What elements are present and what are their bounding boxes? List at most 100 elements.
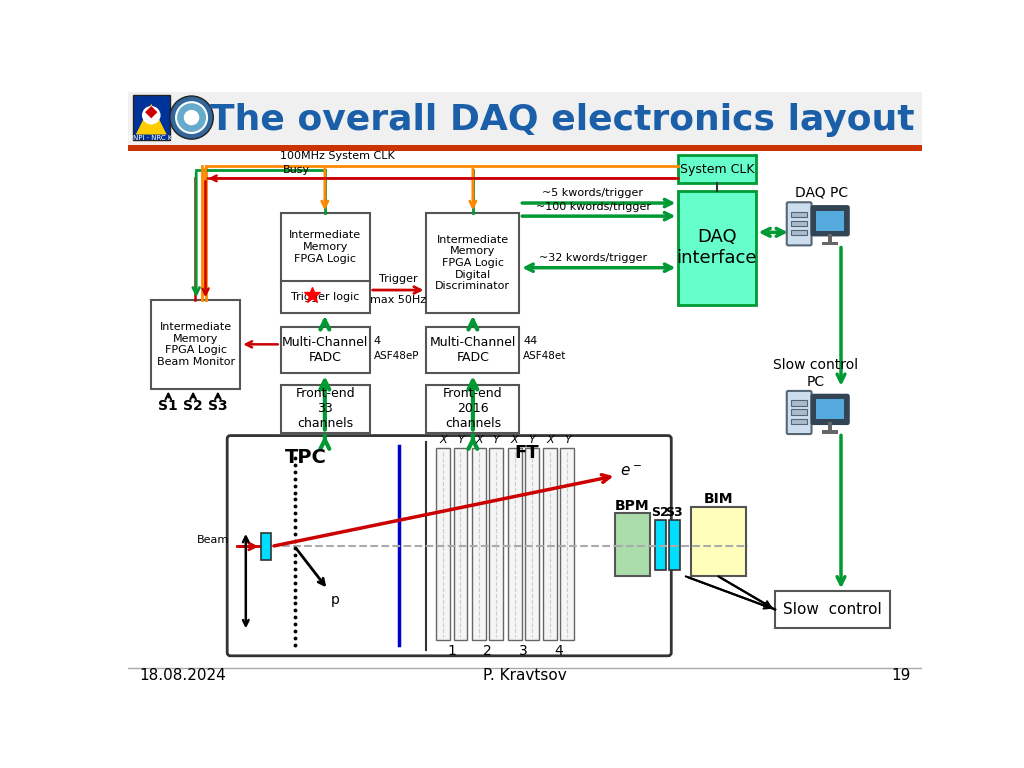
- Text: FT: FT: [515, 444, 540, 462]
- Text: Trigger logic: Trigger logic: [291, 292, 359, 302]
- Text: S1: S1: [159, 399, 178, 413]
- Text: Y: Y: [457, 435, 464, 445]
- Text: 19: 19: [891, 668, 910, 684]
- Bar: [792, 230, 807, 235]
- Text: ~100 kwords/trigger: ~100 kwords/trigger: [536, 201, 650, 211]
- Bar: [792, 211, 807, 217]
- FancyBboxPatch shape: [812, 206, 849, 235]
- FancyBboxPatch shape: [775, 591, 890, 628]
- Text: Front-end
33
channels: Front-end 33 channels: [296, 387, 355, 430]
- Text: S3: S3: [208, 399, 227, 413]
- Bar: [792, 419, 807, 424]
- Bar: [792, 400, 807, 406]
- Text: S2: S2: [651, 506, 670, 519]
- Text: X: X: [547, 435, 554, 445]
- Text: Intermediate
Memory
FPGA Logic
Beam Monitor: Intermediate Memory FPGA Logic Beam Moni…: [157, 322, 234, 367]
- Text: Slow control
PC: Slow control PC: [773, 359, 858, 389]
- FancyBboxPatch shape: [544, 448, 557, 641]
- Circle shape: [183, 110, 200, 125]
- Text: 4: 4: [374, 336, 381, 346]
- Text: The overall DAQ electronics layout: The overall DAQ electronics layout: [210, 103, 914, 137]
- Bar: [816, 210, 844, 230]
- FancyBboxPatch shape: [472, 448, 486, 641]
- Text: Intermediate
Memory
FPGA Logic: Intermediate Memory FPGA Logic: [289, 230, 361, 263]
- Text: BIM: BIM: [703, 492, 733, 506]
- Text: Intermediate
Memory
FPGA Logic
Digital
Discriminator: Intermediate Memory FPGA Logic Digital D…: [435, 235, 510, 291]
- Text: 1: 1: [447, 644, 457, 658]
- Text: S2: S2: [183, 399, 203, 413]
- Text: X: X: [475, 435, 483, 445]
- FancyBboxPatch shape: [152, 300, 241, 389]
- FancyBboxPatch shape: [281, 213, 370, 313]
- Text: Slow  control: Slow control: [783, 602, 882, 617]
- Circle shape: [142, 106, 161, 124]
- Text: PNPI · NRC KI: PNPI · NRC KI: [129, 135, 174, 141]
- Text: DAQ PC: DAQ PC: [795, 186, 848, 200]
- Text: max 50Hz: max 50Hz: [370, 295, 426, 305]
- Text: Y: Y: [528, 435, 536, 445]
- Text: 44: 44: [523, 336, 538, 346]
- Bar: [816, 399, 844, 419]
- Bar: [792, 409, 807, 415]
- Text: TPC: TPC: [286, 449, 328, 468]
- Text: Trigger: Trigger: [379, 274, 418, 284]
- Bar: [128, 144, 922, 151]
- Text: System CLK: System CLK: [680, 163, 755, 176]
- Text: DAQ
interface: DAQ interface: [677, 228, 758, 267]
- Text: 3: 3: [519, 644, 527, 658]
- Text: S3: S3: [666, 506, 683, 519]
- FancyBboxPatch shape: [690, 507, 746, 577]
- FancyBboxPatch shape: [426, 213, 519, 313]
- FancyBboxPatch shape: [454, 448, 467, 641]
- FancyBboxPatch shape: [426, 385, 519, 432]
- FancyBboxPatch shape: [436, 448, 451, 641]
- Text: p: p: [331, 593, 340, 607]
- Bar: [822, 242, 838, 246]
- Text: ASF48et: ASF48et: [523, 351, 566, 361]
- Text: 2: 2: [483, 644, 492, 658]
- FancyBboxPatch shape: [227, 435, 672, 656]
- FancyBboxPatch shape: [281, 385, 370, 432]
- Text: Y: Y: [493, 435, 500, 445]
- Bar: [827, 422, 833, 430]
- Text: Front-end
2016
channels: Front-end 2016 channels: [443, 387, 503, 430]
- FancyBboxPatch shape: [812, 395, 849, 424]
- FancyBboxPatch shape: [524, 448, 539, 641]
- Bar: [128, 92, 922, 144]
- Text: Busy: Busy: [283, 165, 310, 175]
- Text: Beam: Beam: [197, 535, 228, 545]
- FancyBboxPatch shape: [786, 202, 812, 246]
- FancyBboxPatch shape: [560, 448, 574, 641]
- Text: Multi-Channel
FADC: Multi-Channel FADC: [430, 336, 516, 364]
- FancyBboxPatch shape: [508, 448, 521, 641]
- Circle shape: [170, 96, 213, 139]
- Circle shape: [176, 102, 207, 133]
- Polygon shape: [145, 106, 158, 118]
- Bar: [792, 220, 807, 226]
- Text: X: X: [511, 435, 518, 445]
- Text: 18.08.2024: 18.08.2024: [139, 668, 226, 684]
- FancyBboxPatch shape: [669, 520, 680, 570]
- FancyBboxPatch shape: [786, 391, 812, 434]
- FancyBboxPatch shape: [614, 513, 650, 577]
- Text: BPM: BPM: [615, 498, 650, 513]
- FancyBboxPatch shape: [678, 155, 756, 183]
- Text: ~5 kwords/trigger: ~5 kwords/trigger: [543, 188, 643, 198]
- Text: $e^-$: $e^-$: [621, 464, 642, 478]
- Text: Y: Y: [564, 435, 570, 445]
- Text: P. Kravtsov: P. Kravtsov: [483, 668, 566, 684]
- Text: Multi-Channel
FADC: Multi-Channel FADC: [282, 336, 369, 364]
- Polygon shape: [136, 104, 167, 134]
- FancyBboxPatch shape: [281, 327, 370, 373]
- Text: 100MHz System CLK: 100MHz System CLK: [280, 151, 394, 161]
- FancyBboxPatch shape: [426, 327, 519, 373]
- Text: ~32 kwords/trigger: ~32 kwords/trigger: [539, 253, 647, 263]
- FancyBboxPatch shape: [678, 190, 756, 305]
- Bar: [827, 233, 833, 242]
- FancyBboxPatch shape: [655, 520, 666, 570]
- Text: 4: 4: [555, 644, 563, 658]
- Bar: [261, 532, 271, 561]
- Bar: [822, 430, 838, 434]
- Text: ASF48eP: ASF48eP: [374, 351, 419, 361]
- Text: X: X: [439, 435, 447, 445]
